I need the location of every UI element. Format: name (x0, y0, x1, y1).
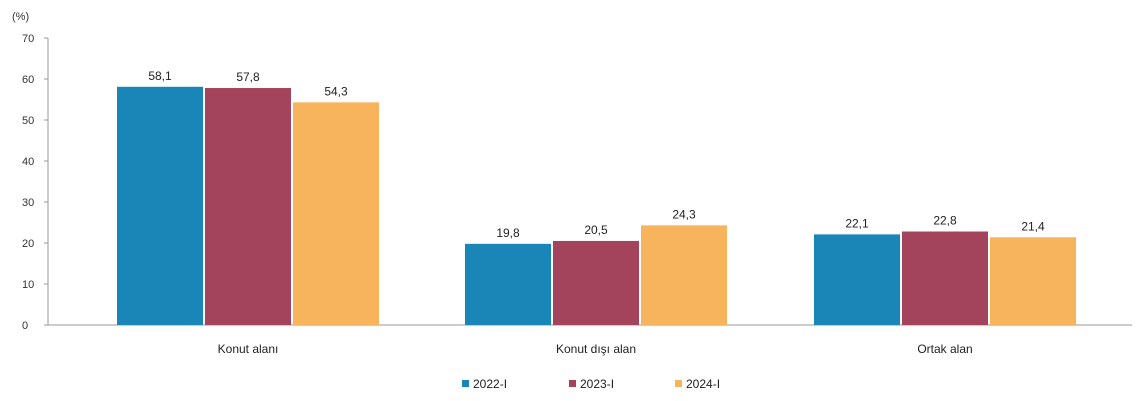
y-tick-label: 10 (22, 279, 34, 291)
y-axis: 0 10 20 30 40 50 60 70 (22, 33, 49, 332)
data-label: 24,3 (672, 207, 696, 221)
y-tick-label: 70 (22, 33, 34, 45)
data-label: 54,3 (324, 84, 348, 98)
bar (553, 240, 639, 325)
data-label: 22,1 (845, 216, 869, 230)
data-label: 21,4 (1021, 219, 1045, 233)
data-label: 19,8 (496, 226, 520, 240)
legend-label: 2022-I (473, 377, 507, 391)
legend-swatch (462, 380, 469, 387)
y-tick-label: 0 (22, 320, 28, 332)
y-tick-label: 30 (22, 197, 34, 209)
data-label: 57,8 (236, 70, 260, 84)
data-label: 22,8 (933, 214, 957, 228)
bar (990, 237, 1076, 325)
y-unit-label: (%) (12, 11, 29, 23)
data-labels: 58,1 57,8 54,3 19,8 20,5 24,3 22,1 22,8 21,4 (148, 69, 1045, 240)
legend-swatch (675, 380, 682, 387)
data-label: 20,5 (584, 223, 608, 237)
legend: 2022-I 2023-I 2024-I (462, 377, 720, 391)
legend-swatch (569, 380, 576, 387)
bar (814, 234, 900, 325)
y-tick-label: 50 (22, 115, 34, 127)
legend-label: 2024-I (686, 377, 720, 391)
category-label: Ortak alan (917, 342, 972, 356)
y-tick-label: 40 (22, 156, 34, 168)
bar (293, 102, 379, 326)
x-axis-labels: Konut alanı Konut dışı alan Ortak alan (218, 342, 973, 356)
data-label: 58,1 (148, 69, 172, 83)
bar (902, 231, 988, 325)
bar (465, 243, 551, 325)
bar (117, 86, 203, 325)
bars (117, 86, 1076, 326)
bar (641, 225, 727, 325)
category-label: Konut alanı (218, 342, 279, 356)
bar (205, 88, 291, 326)
legend-label: 2023-I (580, 377, 614, 391)
category-label: Konut dışı alan (556, 342, 636, 356)
y-tick-label: 20 (22, 238, 34, 250)
y-tick-label: 60 (22, 74, 34, 86)
